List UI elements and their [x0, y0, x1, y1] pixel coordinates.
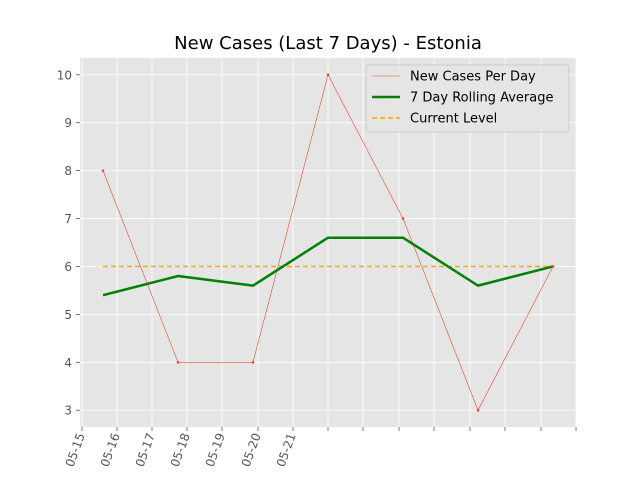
- y-tick-label: 9: [64, 116, 72, 130]
- x-tick-label: 05-19: [203, 431, 228, 469]
- data-point: [326, 73, 330, 77]
- x-axis: 05-15 05-16 05-17 05-18 05-19 05-20 05-21: [63, 427, 577, 469]
- data-point: [551, 265, 555, 268]
- data-point: [101, 169, 105, 172]
- y-tick-label: 7: [64, 212, 72, 226]
- legend-box: [365, 64, 570, 133]
- y-tick-label: 5: [64, 308, 72, 322]
- data-point: [476, 408, 480, 412]
- legend-label-rolling-average: 7 Day Rolling Average: [410, 91, 553, 106]
- x-tick-label: 05-20: [239, 431, 264, 469]
- y-tick-label: 6: [64, 260, 72, 274]
- x-tick-label: 05-16: [98, 431, 123, 469]
- legend: New Cases Per Day 7 Day Rolling Average …: [365, 64, 570, 133]
- series-layer: [101, 73, 555, 412]
- x-tick-label: 05-17: [133, 431, 158, 469]
- data-point: [401, 217, 405, 220]
- y-tick-label: 3: [64, 404, 72, 418]
- chart-title: New Cases (Last 7 Days) - Estonia: [174, 33, 482, 54]
- x-tick-label: 05-15: [63, 431, 88, 469]
- y-axis: 3 4 5 6 7 8 9 10: [57, 68, 80, 418]
- series-line-1: [102, 236, 554, 297]
- legend-label-new-cases: New Cases Per Day: [410, 70, 536, 85]
- y-tick-label: 10: [57, 68, 72, 82]
- x-tick-label: 05-18: [168, 431, 193, 469]
- data-point: [251, 361, 255, 364]
- legend-label-current-level: Current Level: [410, 112, 497, 127]
- x-tick-label: 05-21: [274, 431, 299, 469]
- data-point: [176, 361, 180, 364]
- y-tick-label: 4: [64, 356, 72, 370]
- grid-lines: [80, 58, 577, 427]
- y-tick-label: 8: [64, 164, 72, 178]
